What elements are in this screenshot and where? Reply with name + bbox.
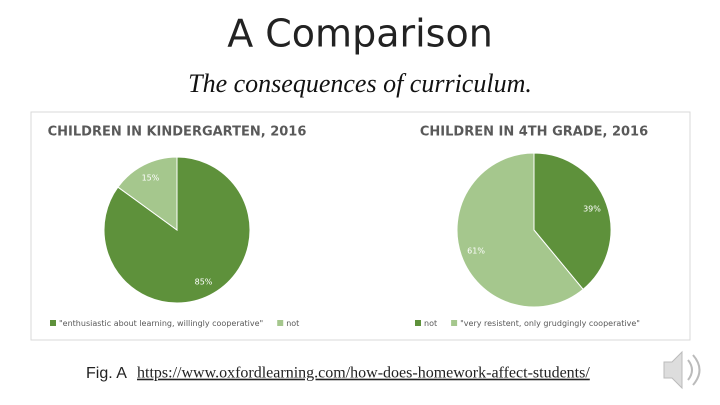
legend-swatch xyxy=(50,320,56,326)
value-label: 15% xyxy=(142,173,160,182)
caption: Fig. A xyxy=(86,365,127,382)
legend-swatch xyxy=(415,320,421,326)
pie-slice xyxy=(117,156,178,231)
value-label: 61% xyxy=(467,246,485,255)
pie-slice xyxy=(533,152,612,291)
slide-title: A Comparison xyxy=(227,12,493,56)
chart-title: CHILDREN IN 4TH GRADE, 2016 xyxy=(420,125,648,140)
legend-label: "enthusiastic about learning, willingly … xyxy=(59,319,263,328)
pie-slice xyxy=(456,152,584,308)
slide-subtitle: The consequences of curriculum. xyxy=(188,69,532,98)
legend-swatch xyxy=(277,320,284,326)
legend-label: "very resistent, only grudgingly coopera… xyxy=(460,319,640,328)
source-link[interactable]: https://www.oxfordlearning.com/how-does-… xyxy=(137,365,590,382)
value-label: 85% xyxy=(195,278,213,287)
legend-label: not xyxy=(286,319,299,328)
value-label: 39% xyxy=(583,205,601,214)
speaker-icon[interactable] xyxy=(663,350,701,390)
legend-swatch xyxy=(451,320,458,326)
legend-label: not xyxy=(424,319,437,328)
chart-title: CHILDREN IN KINDERGARTEN, 2016 xyxy=(48,125,307,140)
